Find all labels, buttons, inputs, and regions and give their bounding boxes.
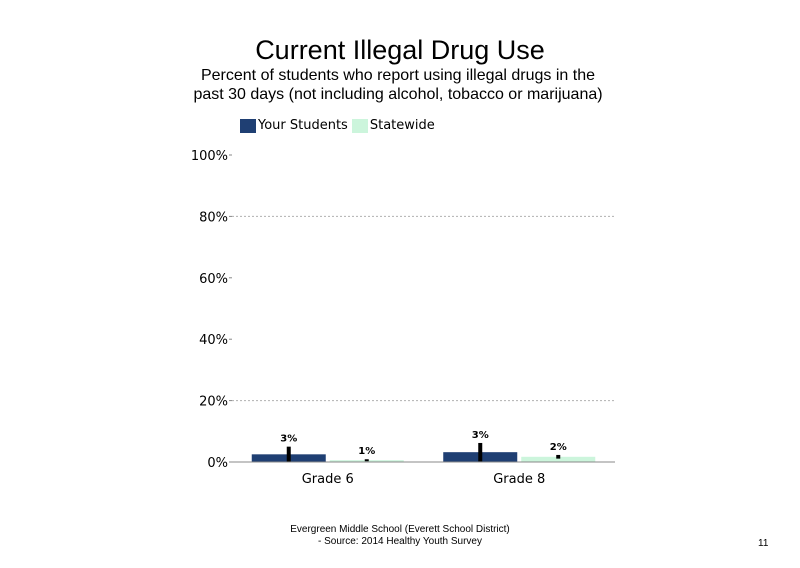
y-tick-label-40: 40% [199, 333, 228, 348]
error-bar-0-1 [478, 442, 483, 462]
chart-title: Current Illegal Drug Use [255, 35, 545, 65]
legend-swatch-statewide [351, 118, 368, 133]
y-tick-label-100: 100% [191, 149, 228, 164]
footer-source: Evergreen Middle School (Everett School … [200, 524, 600, 548]
data-label-0-1: 3% [472, 430, 489, 441]
x-category-label-1: Grade 8 [493, 472, 545, 487]
x-category-label-0: Grade 6 [302, 472, 354, 487]
legend-item-your-students: Your Students [240, 118, 348, 133]
error-bar-1-1 [556, 454, 561, 459]
legend-swatch-your-students [240, 118, 256, 133]
y-tick-label-0: 0% [207, 456, 228, 471]
footer-source-line: - Source: 2014 Healthy Youth Survey [318, 536, 482, 547]
error-bar-0-0 [286, 446, 291, 462]
data-label-0-0: 3% [280, 434, 297, 445]
data-label-1-1: 2% [550, 442, 567, 453]
bar-statewide-1 [521, 456, 596, 462]
page-number: 11 [758, 538, 769, 549]
footer-school: Evergreen Middle School (Everett School … [290, 524, 510, 535]
y-tick-label-20: 20% [199, 395, 228, 410]
data-label-1-0: 1% [358, 446, 375, 457]
bar-chart: 0% 20% 40% 60% 80% 100% 3% 1% Grade 6 3% 2% Grade 8 [191, 149, 615, 487]
error-bar-1-0 [364, 459, 369, 462]
y-tick-label-80: 80% [199, 210, 228, 225]
legend-item-statewide: Statewide [351, 118, 435, 133]
y-tick-label-60: 60% [199, 272, 228, 287]
legend-label-statewide: Statewide [369, 118, 435, 133]
chart-subtitle: Percent of students who report using ill… [193, 67, 603, 103]
legend-label-your-students: Your Students [258, 118, 348, 133]
legend: Your Students Statewide [240, 118, 443, 133]
